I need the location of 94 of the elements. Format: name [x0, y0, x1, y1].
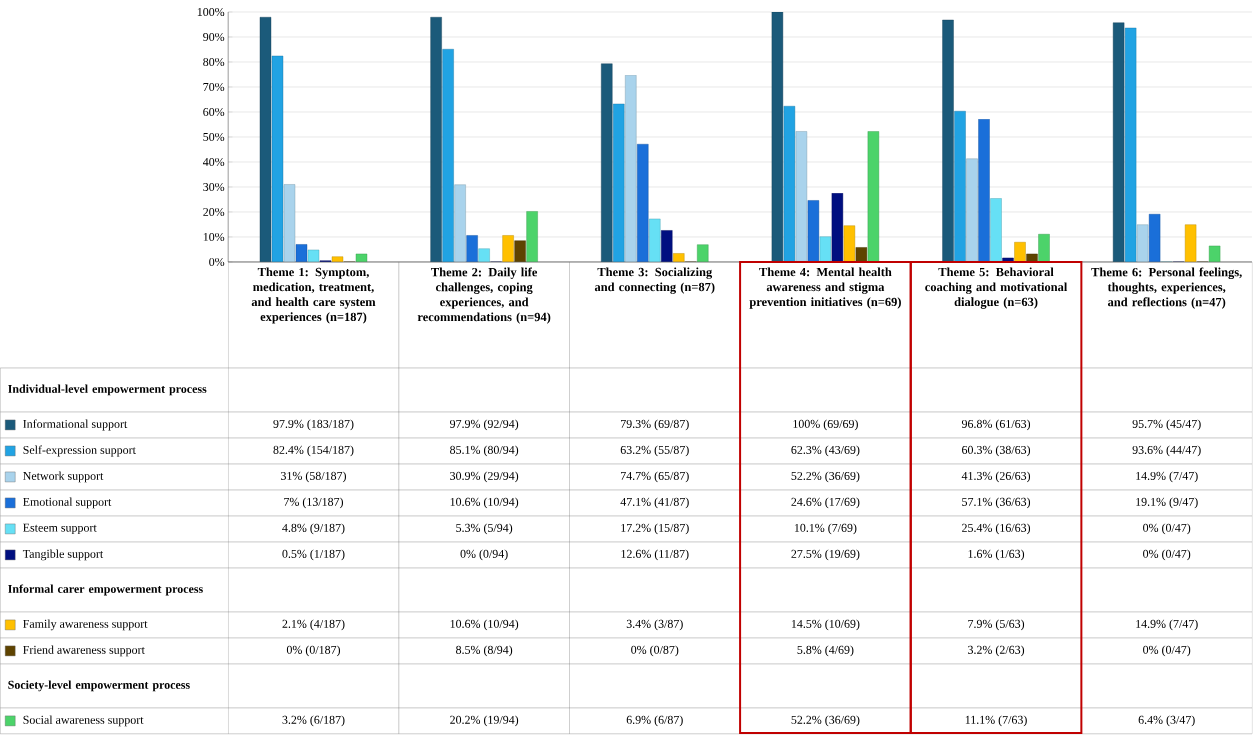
data-label: 41.3% (26/63) [961, 471, 1031, 483]
y-tick-label: 90% [203, 33, 225, 42]
x-tick-label: Theme 1: Symptom, medication, treatment, and health care system experiences (n=187) [251, 267, 376, 324]
legend-label: Self-expression support [23, 445, 136, 457]
legend-label: Friend awareness support [23, 645, 145, 657]
x-tick-label: Theme 4: Mental health awareness and stigma prevention initiatives (n=69) [749, 267, 901, 309]
y-tick-label: 0% [209, 257, 225, 267]
x-tick-label: Theme 6: Personal feelings, thoughts, experiences, and reflections (n=47) [1091, 267, 1242, 309]
legend-label: Emotional support [23, 497, 112, 509]
data-label: 27.5% (19/69) [791, 549, 860, 561]
data-label: 3.2% (2/63) [968, 645, 1025, 657]
y-tick-label: 70% [203, 82, 225, 92]
data-label: 14.5% (10/69) [791, 619, 860, 631]
data-label: 30.9% (29/94) [450, 471, 519, 483]
text: Individual-level empowerment process [8, 384, 207, 396]
bar [625, 75, 637, 263]
data-label: 52.2% (36/69) [791, 471, 860, 483]
y-tick-label: 30% [203, 182, 225, 192]
data-label: 47.1% (41/87) [620, 497, 689, 509]
x-tick-label: Theme 5: Behavioral coaching and motivational dialogue (n=63) [925, 267, 1068, 309]
bar [637, 144, 649, 263]
x-tick-label: Theme 2: Daily life challenges, coping experiences, and recommendations (n=94) [417, 267, 551, 324]
data-label: 62.3% (43/69) [791, 445, 860, 457]
data-label: 14.9% (7/47) [1136, 471, 1198, 483]
data-label: 8.5% (8/94) [456, 645, 513, 657]
data-label: 10.6% (10/94) [450, 619, 519, 631]
legend-label: Network support [23, 471, 104, 483]
data-label: 0% (0/47) [1143, 523, 1191, 535]
data-label: 82.4% (154/187) [273, 445, 354, 457]
legend-label: Family awareness support [23, 619, 148, 631]
data-label: 10.1% (7/69) [794, 523, 857, 535]
bar [966, 158, 978, 263]
y-tick-label: 80% [203, 58, 225, 67]
data-label: 25.4% (16/63) [962, 523, 1031, 535]
data-label: 20.2% (19/94) [450, 715, 519, 727]
data-label: 74.7% (65/87) [621, 471, 689, 483]
bar [442, 49, 454, 263]
data-label: 95.7% (45/47) [1132, 419, 1201, 431]
data-label: 7% (13/187) [284, 497, 344, 509]
bar [613, 103, 625, 263]
data-label: 31% (58/187) [281, 471, 346, 483]
data-label: 12.6% (11/87) [621, 549, 689, 561]
data-label: 0% (0/87) [631, 645, 679, 657]
text: Informal carer empowerment process [8, 584, 203, 596]
bar [942, 19, 954, 263]
data-label: 3.2% (6/187) [282, 715, 345, 727]
data-label: 6.4% (3/47) [1138, 715, 1195, 727]
data-label: 60.3% (38/63) [962, 445, 1031, 457]
y-tick-label: 100% [197, 8, 225, 17]
data-label: 17.2% (15/87) [621, 523, 689, 535]
data-label: 0% (0/94) [460, 549, 508, 561]
bar [978, 119, 990, 263]
bar [430, 17, 442, 263]
data-label: 85.1% (80/94) [450, 445, 519, 457]
data-label: 6.9% (6/87) [626, 715, 683, 727]
y-tick-label: 50% [203, 132, 225, 142]
y-tick-label: 60% [203, 107, 225, 117]
data-label: 79.3% (69/87) [621, 419, 689, 431]
data-label: 2.1% (4/187) [282, 619, 345, 631]
legend-label: Tangible support [22, 549, 104, 561]
data-label: 19.1% (9/47) [1136, 497, 1198, 509]
x-tick-label: Theme 3: Socializing and connecting (n=87) [594, 267, 715, 294]
y-tick-label: 40% [202, 157, 225, 167]
data-label: 0% (0/47) [1143, 549, 1191, 561]
bar [454, 184, 466, 263]
data-label: 11.1% (7/63) [965, 715, 1027, 727]
legend-label: Informational support [23, 419, 128, 431]
legend-label: Esteem support [23, 523, 97, 535]
data-label: 63.2% (55/87) [620, 445, 689, 457]
text: Society-level empowerment process [8, 680, 190, 692]
y-tick-label: 20% [203, 207, 225, 217]
data-label: 97.9% (92/94) [450, 419, 519, 431]
bar [601, 63, 613, 263]
data-label: 100% (69/69) [793, 419, 858, 431]
bar [954, 111, 966, 263]
data-label: 0.5% (1/187) [282, 549, 345, 561]
data-label: 14.9% (7/47) [1136, 619, 1198, 631]
legend-label: Social awareness support [23, 715, 144, 727]
data-label: 0% (0/47) [1143, 645, 1191, 657]
data-label: 10.6% (10/94) [450, 497, 519, 509]
data-label: 24.6% (17/69) [791, 497, 860, 509]
data-label: 5.3% (5/94) [456, 523, 513, 535]
data-label: 5.8% (4/69) [797, 645, 854, 657]
data-label: 96.8% (61/63) [961, 419, 1031, 431]
data-label: 3.4% (3/87) [626, 619, 683, 631]
data-label: 57.1% (36/63) [962, 497, 1031, 509]
data-label: 4.8% (9/187) [282, 523, 345, 535]
y-tick-label: 10% [203, 232, 225, 242]
data-label: 93.6% (44/47) [1132, 445, 1201, 457]
data-label: 97.9% (183/187) [273, 419, 354, 431]
data-label: 1.6% (1/63) [968, 549, 1025, 561]
data-label: 52.2% (36/69) [791, 715, 860, 727]
data-label: 0% (0/187) [286, 645, 341, 657]
data-label: 7.9% (5/63) [968, 619, 1025, 631]
